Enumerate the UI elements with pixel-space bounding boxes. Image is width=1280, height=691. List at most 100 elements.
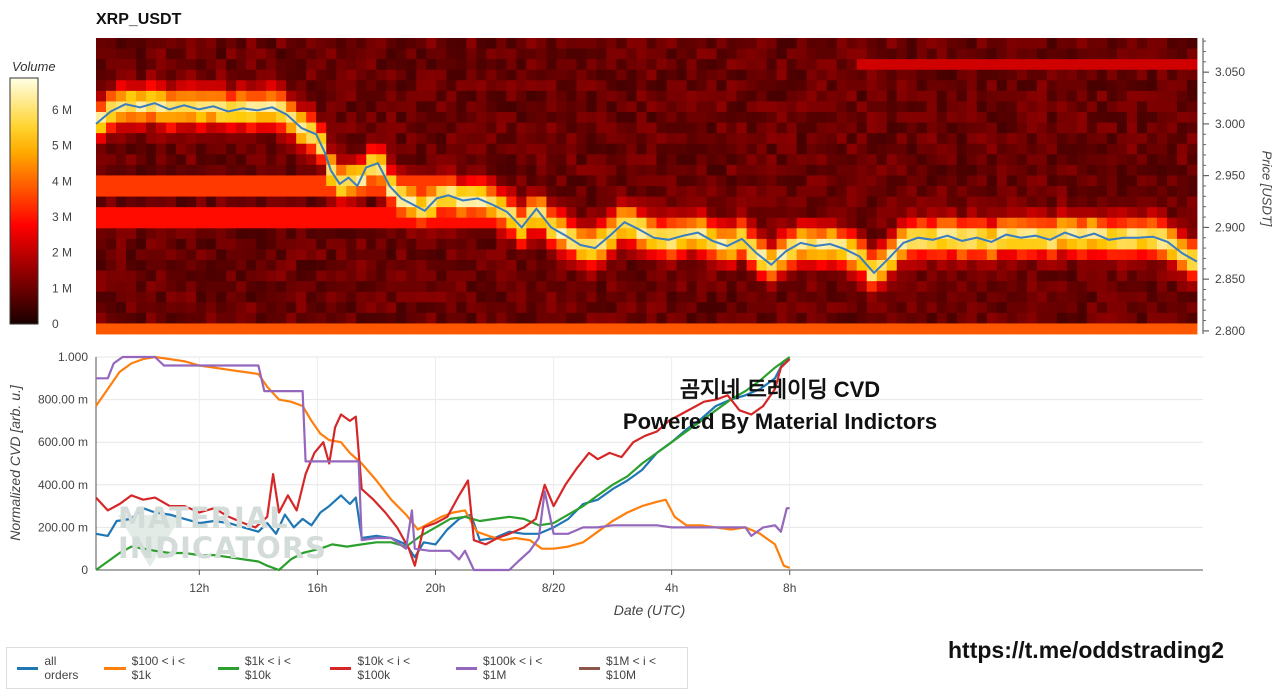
heatmap-cell bbox=[636, 207, 647, 219]
heatmap-cell bbox=[906, 186, 918, 197]
heatmap-cell bbox=[186, 260, 197, 271]
heatmap-cell bbox=[326, 302, 337, 314]
heatmap-cell bbox=[376, 112, 387, 123]
heatmap-cell bbox=[916, 38, 928, 49]
heatmap-cell bbox=[896, 260, 908, 271]
heatmap-cell bbox=[1106, 281, 1118, 293]
heatmap-cell bbox=[386, 312, 397, 324]
heatmap-cell bbox=[356, 186, 367, 197]
heatmap-cell bbox=[1106, 249, 1118, 261]
heatmap-cell bbox=[126, 186, 137, 197]
heatmap-cell bbox=[456, 228, 467, 240]
heatmap-cell bbox=[666, 228, 677, 240]
heatmap-cell bbox=[936, 302, 948, 314]
heatmap-cell bbox=[706, 69, 717, 81]
heatmap-cell bbox=[536, 238, 547, 250]
heatmap-cell bbox=[306, 59, 317, 71]
heatmap-cell bbox=[756, 228, 768, 240]
heatmap-cell bbox=[416, 260, 427, 271]
heatmap-cell bbox=[996, 323, 1008, 335]
heatmap-cell bbox=[286, 249, 297, 261]
heatmap-cell bbox=[896, 38, 908, 49]
heatmap-cell bbox=[686, 207, 697, 219]
heatmap-cell bbox=[456, 249, 467, 261]
legend-item-range-100k-1m[interactable]: $100k < i < $1M bbox=[455, 654, 567, 682]
heatmap-cell bbox=[496, 38, 507, 49]
heatmap-cell bbox=[256, 312, 267, 324]
heatmap-cell bbox=[816, 133, 828, 145]
legend-item-range-1m-10m[interactable]: $1M < i < $10M bbox=[578, 654, 687, 682]
heatmap-cell bbox=[826, 207, 838, 219]
heatmap-cell bbox=[796, 186, 808, 197]
heatmap-cell bbox=[126, 323, 137, 335]
legend-item-all-orders[interactable]: all orders bbox=[17, 654, 92, 682]
heatmap-cell bbox=[936, 143, 948, 155]
legend-item-range-1k-10k[interactable]: $1k < i < $10k bbox=[217, 654, 319, 682]
heatmap-cell bbox=[676, 207, 687, 219]
heatmap-cell bbox=[166, 90, 177, 102]
heatmap-cell bbox=[746, 228, 757, 240]
heatmap-cell bbox=[526, 312, 537, 324]
heatmap-cell bbox=[1106, 238, 1118, 250]
heatmap-cell bbox=[586, 217, 597, 229]
heatmap-cell bbox=[766, 291, 778, 303]
heatmap-cell bbox=[1076, 48, 1088, 60]
heatmap-cell bbox=[1086, 80, 1098, 92]
heatmap-cell bbox=[276, 154, 287, 166]
heatmap-cell bbox=[436, 312, 447, 324]
heatmap-cell bbox=[446, 270, 457, 282]
heatmap-cell bbox=[1146, 281, 1158, 293]
heatmap-cell bbox=[216, 143, 227, 155]
heatmap-cell bbox=[1056, 281, 1068, 293]
heatmap-cell bbox=[116, 38, 127, 49]
heatmap-cell bbox=[1126, 323, 1138, 335]
heatmap-cell bbox=[686, 154, 697, 166]
heatmap-cell bbox=[466, 175, 477, 187]
heatmap-cell bbox=[786, 270, 798, 282]
heatmap-cell bbox=[1006, 217, 1018, 229]
heatmap-cell bbox=[726, 69, 737, 81]
heatmap-cell bbox=[1156, 238, 1168, 250]
heatmap-cell bbox=[1076, 101, 1088, 113]
heatmap-cell bbox=[846, 59, 858, 71]
heatmap-cell bbox=[1096, 80, 1108, 92]
heatmap-cell bbox=[1186, 217, 1198, 229]
heatmap-cell bbox=[206, 323, 217, 335]
heatmap-cell bbox=[286, 143, 297, 155]
heatmap-cell bbox=[896, 207, 908, 219]
heatmap-cell bbox=[426, 260, 437, 271]
heatmap-cell bbox=[256, 260, 267, 271]
heatmap-cell bbox=[926, 38, 938, 49]
heatmap-cell bbox=[906, 154, 918, 166]
heatmap-cell bbox=[626, 196, 637, 208]
heatmap-cell bbox=[486, 291, 497, 303]
heatmap-cell bbox=[1136, 249, 1148, 261]
heatmap-cell bbox=[436, 48, 447, 60]
heatmap-cell bbox=[466, 164, 477, 176]
heatmap-cell bbox=[806, 80, 818, 92]
heatmap-cell bbox=[276, 207, 287, 219]
heatmap-cell bbox=[1016, 281, 1028, 293]
heatmap-cell bbox=[586, 59, 597, 71]
heatmap-cell bbox=[1006, 260, 1018, 271]
heatmap-cell bbox=[876, 112, 888, 123]
heatmap-cell bbox=[246, 291, 257, 303]
heatmap-cell bbox=[166, 291, 177, 303]
heatmap-cell bbox=[1186, 270, 1198, 282]
heatmap-cell bbox=[1056, 101, 1068, 113]
heatmap-cell bbox=[186, 291, 197, 303]
heatmap-cell bbox=[666, 302, 677, 314]
heatmap-cell bbox=[266, 122, 277, 134]
heatmap-cell bbox=[236, 69, 247, 81]
heatmap-cell bbox=[1076, 228, 1088, 240]
legend-item-range-10k-100k[interactable]: $10k < i < $100k bbox=[330, 654, 444, 682]
heatmap-cell bbox=[956, 270, 968, 282]
heatmap-cell bbox=[276, 164, 287, 176]
legend-item-range-100-1k[interactable]: $100 < i < $1k bbox=[104, 654, 205, 682]
heatmap-cell bbox=[556, 175, 567, 187]
heatmap-cell bbox=[246, 186, 257, 197]
heatmap-cell bbox=[196, 186, 207, 197]
heatmap-cell bbox=[846, 133, 858, 145]
heatmap-cell bbox=[1096, 196, 1108, 208]
heatmap-cell bbox=[326, 281, 337, 293]
